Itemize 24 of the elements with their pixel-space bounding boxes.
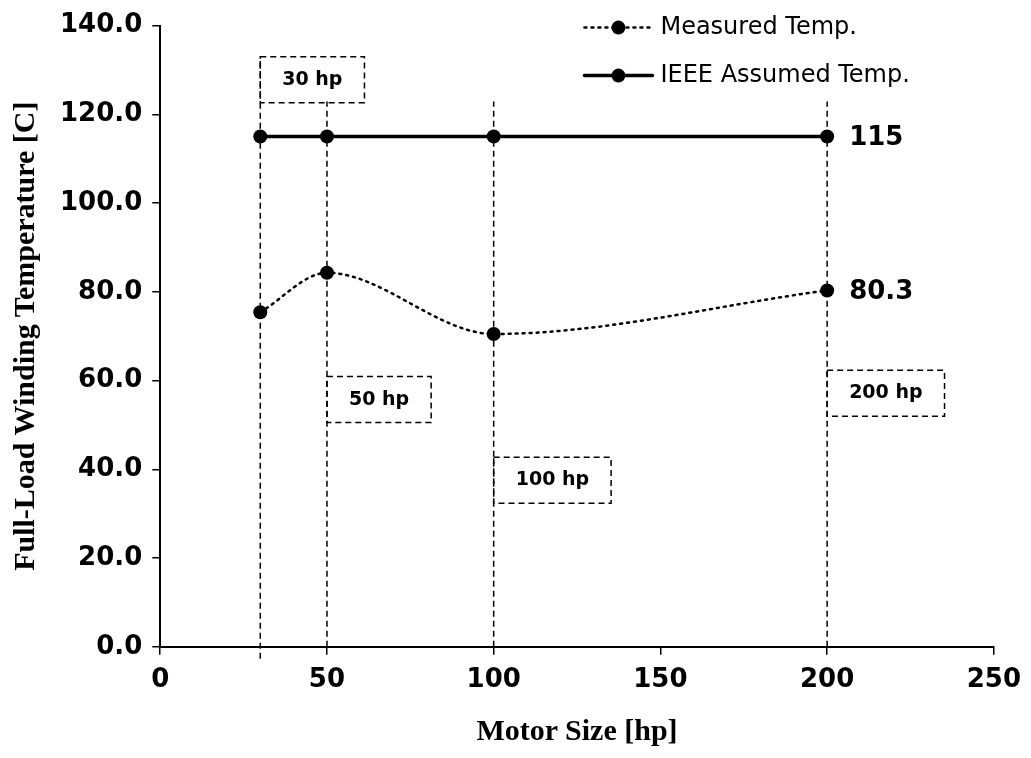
legend-label: Measured Temp. — [660, 11, 857, 40]
x-tick-label: 100 — [466, 663, 521, 694]
x-tick-label: 200 — [800, 663, 855, 694]
x-tick-label: 50 — [308, 663, 346, 694]
y-tick-label: 0.0 — [96, 629, 143, 660]
ref-line-label: 30 hp — [282, 66, 343, 89]
y-tick-label: 120.0 — [59, 97, 143, 128]
y-tick-label: 80.0 — [78, 274, 143, 305]
ref-line-label: 200 hp — [849, 380, 923, 403]
y-tick-label: 40.0 — [78, 452, 143, 483]
y-axis-title: Full-Load Winding Temperature [C] — [6, 101, 40, 571]
ref-line-label: 100 hp — [515, 467, 590, 490]
x-tick-label: 0 — [151, 663, 170, 694]
x-tick-label: 150 — [633, 663, 688, 694]
x-tick-label: 250 — [966, 663, 1021, 694]
ref-line-label: 50 hp — [348, 386, 410, 409]
y-tick-label: 60.0 — [78, 363, 143, 394]
data-label: 80.3 — [849, 275, 914, 306]
legend-label: IEEE Assumed Temp. — [660, 59, 910, 88]
y-tick-label: 20.0 — [78, 540, 143, 571]
y-tick-label: 140.0 — [59, 8, 143, 39]
y-tick-label: 100.0 — [59, 185, 143, 216]
x-axis-title: Motor Size [hp] — [476, 712, 678, 746]
data-label: 115 — [849, 121, 904, 152]
